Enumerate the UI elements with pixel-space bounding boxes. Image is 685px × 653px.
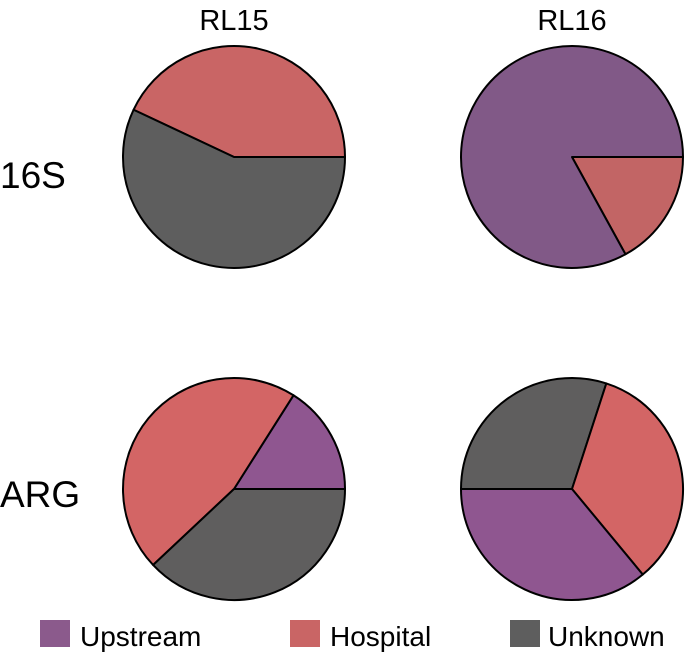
legend-label-upstream: Upstream [80, 621, 201, 652]
column-label-rl16: RL16 [537, 5, 606, 37]
legend-label-unknown: Unknown [548, 621, 665, 652]
slice-16s-rl16-upstream [460, 45, 684, 269]
pie-16s-rl16 [460, 45, 684, 269]
legend: Upstream Hospital Unknown [40, 620, 665, 652]
slice-arg-rl15-hospital [122, 377, 295, 566]
legend-swatch-upstream [40, 620, 70, 647]
slice-16s-rl15-hospital [132, 45, 346, 158]
slice-16s-rl15-unknown [122, 108, 346, 269]
legend-swatch-unknown [510, 620, 540, 647]
pie-arg-rl16 [460, 377, 684, 601]
row-label-16s: 16S [0, 155, 66, 196]
slice-16s-rl16-hospital [571, 156, 684, 256]
pie-16s-rl15 [122, 45, 346, 269]
pie-arg-rl15 [122, 377, 346, 601]
slice-arg-rl16-hospital [571, 382, 684, 576]
slice-arg-rl15-upstream [233, 394, 346, 490]
slice-arg-rl16-upstream [460, 488, 644, 601]
slice-arg-rl15-unknown [152, 488, 346, 601]
legend-label-hospital: Hospital [330, 621, 431, 652]
legend-swatch-hospital [290, 620, 320, 647]
pies-group [122, 45, 684, 601]
row-label-arg: ARG [0, 474, 80, 515]
column-label-rl15: RL15 [199, 5, 268, 37]
slice-arg-rl16-unknown [460, 377, 608, 490]
